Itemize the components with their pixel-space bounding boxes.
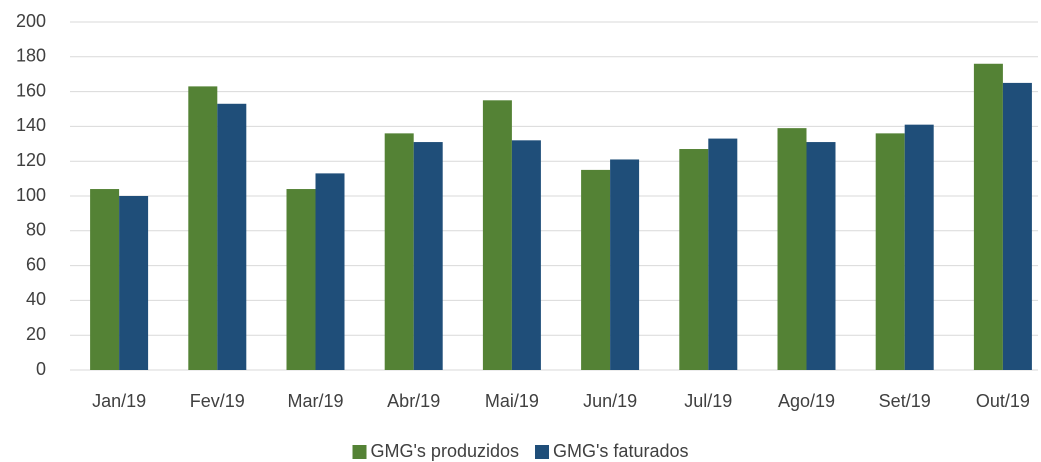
bar [315, 173, 345, 370]
y-tick-label: 40 [26, 289, 46, 309]
bar [286, 189, 316, 370]
bar [875, 133, 905, 370]
bar [90, 189, 120, 370]
y-tick-label: 160 [16, 80, 46, 100]
y-tick-label: 0 [36, 359, 46, 379]
bar [482, 100, 512, 371]
x-tick-label: Mai/19 [485, 391, 539, 411]
x-tick-label: Jan/19 [92, 391, 146, 411]
bar [581, 169, 611, 370]
y-tick-label: 80 [26, 220, 46, 240]
x-tick-label: Mar/19 [287, 391, 343, 411]
legend-label: GMG's faturados [553, 441, 688, 461]
bar [1002, 82, 1032, 371]
x-tick-label: Out/19 [976, 391, 1030, 411]
bar [188, 86, 218, 370]
bar [806, 142, 836, 370]
x-tick-label: Jun/19 [583, 391, 637, 411]
bar [904, 124, 934, 370]
legend-swatch [535, 445, 550, 459]
legend-label: GMG's produzidos [371, 441, 520, 461]
legend-swatch [352, 445, 367, 459]
bar [119, 196, 149, 370]
y-tick-label: 20 [26, 324, 46, 344]
x-tick-label: Ago/19 [778, 391, 835, 411]
y-tick-label: 100 [16, 185, 46, 205]
bar [679, 149, 709, 370]
bar [413, 142, 443, 370]
x-tick-label: Jul/19 [684, 391, 732, 411]
bar [777, 128, 807, 370]
x-tick-label: Abr/19 [387, 391, 440, 411]
bar [973, 63, 1003, 370]
y-tick-label: 60 [26, 254, 46, 274]
y-tick-label: 120 [16, 150, 46, 170]
bar [511, 140, 541, 370]
y-tick-label: 180 [16, 46, 46, 66]
x-tick-label: Set/19 [879, 391, 931, 411]
bar [384, 133, 414, 370]
bar [708, 138, 738, 370]
y-tick-label: 140 [16, 115, 46, 135]
bar [217, 103, 247, 370]
x-tick-label: Fev/19 [190, 391, 245, 411]
y-tick-label: 200 [16, 11, 46, 31]
bar [610, 159, 640, 370]
